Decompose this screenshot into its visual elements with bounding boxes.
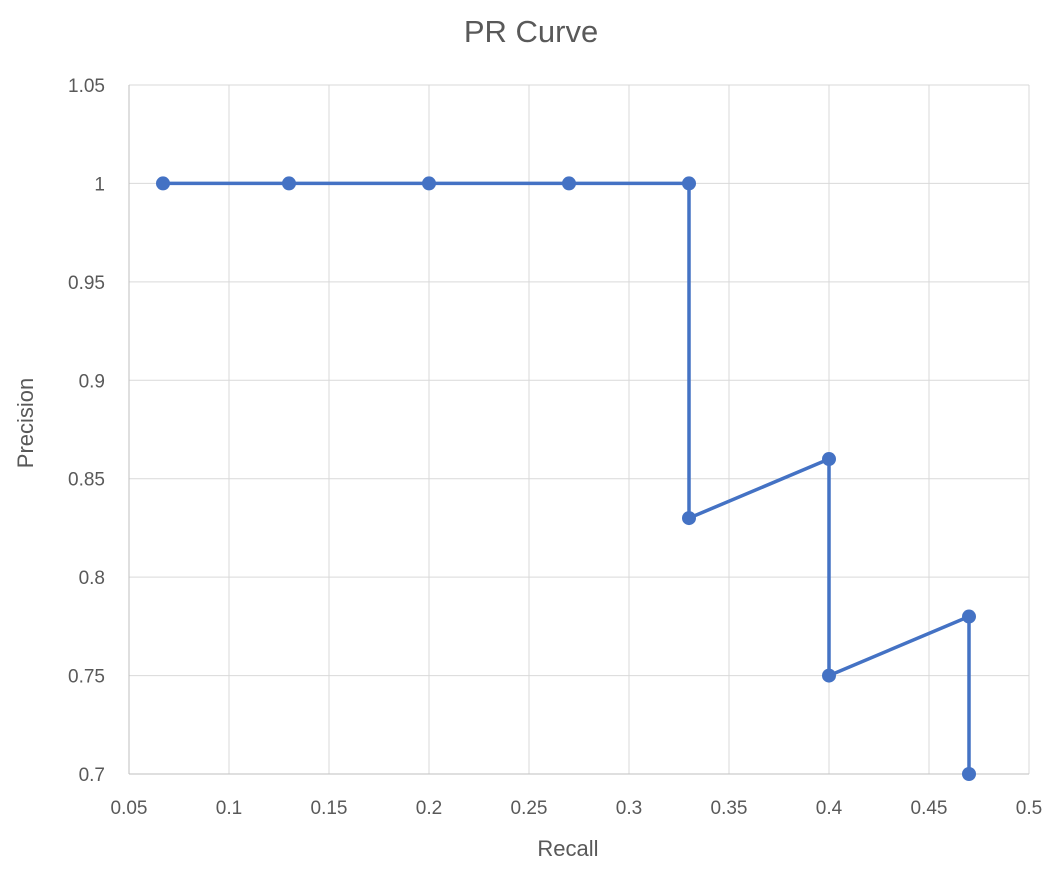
data-point [422, 176, 436, 191]
x-axis-title: Recall [537, 836, 598, 861]
y-tick-label: 1 [94, 174, 105, 195]
x-tick-label: 0.1 [216, 798, 242, 819]
y-tick-label: 0.75 [68, 667, 105, 688]
data-point [822, 668, 836, 683]
x-tick-label: 0.15 [311, 798, 348, 819]
x-tick-label: 0.2 [416, 798, 442, 819]
gridlines [129, 84, 1030, 774]
y-axis-title: Precision [13, 378, 38, 468]
series-precision-recall [156, 176, 976, 781]
x-tick-label: 0.25 [511, 798, 548, 819]
y-tick-label: 0.95 [68, 273, 105, 294]
x-tick-label: 0.45 [911, 798, 948, 819]
x-tick-label: 0.4 [816, 798, 843, 819]
data-point [562, 176, 576, 191]
x-tick-label: 0.5 [1016, 798, 1042, 819]
y-tick-label: 0.8 [79, 568, 105, 589]
axes [128, 85, 1029, 775]
x-tick-label: 0.05 [111, 798, 148, 819]
y-tick-label: 0.7 [79, 765, 105, 786]
data-point [156, 176, 170, 191]
data-point [682, 511, 696, 526]
y-tick-label: 1.05 [68, 76, 105, 97]
x-tick-label: 0.35 [711, 798, 748, 819]
x-tick-label: 0.3 [616, 798, 642, 819]
data-point [962, 767, 976, 781]
data-point [822, 452, 836, 467]
chart-title: PR Curve [464, 14, 598, 49]
data-point [282, 176, 296, 191]
y-tick-label: 0.9 [79, 371, 105, 392]
y-tick-label: 0.85 [68, 470, 105, 491]
data-point [962, 609, 976, 624]
y-axis-tick-labels: 0.7 0.75 0.8 0.85 0.9 0.95 1 1.05 [68, 76, 105, 786]
data-point [682, 176, 696, 191]
x-axis-tick-labels: 0.05 0.1 0.15 0.2 0.25 0.3 0.35 0.4 0.45 0.5 [111, 798, 1043, 819]
series-line [163, 181, 971, 774]
